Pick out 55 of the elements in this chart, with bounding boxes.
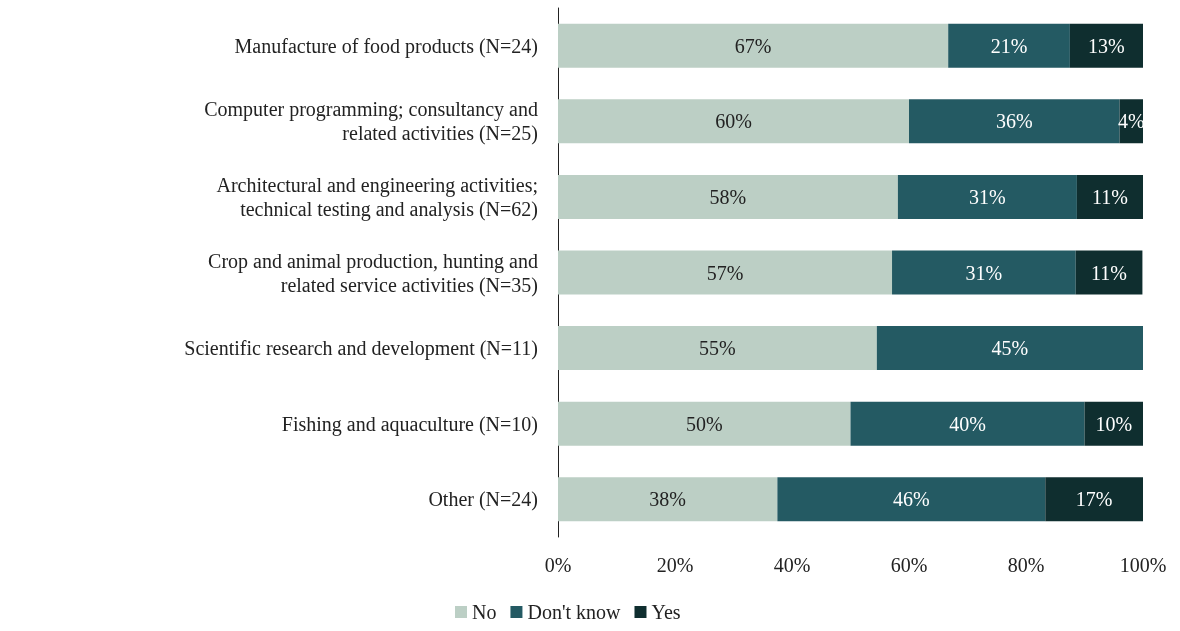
x-tick-label: 80%: [1007, 554, 1045, 576]
bar: [1045, 477, 1143, 522]
legend-label: Don't know: [527, 601, 622, 623]
bar: [909, 99, 1120, 144]
bar: [558, 401, 851, 446]
x-tick-label: 0%: [544, 554, 572, 576]
x-tick-label: 100%: [1119, 554, 1167, 576]
data-label: 45%: [991, 337, 1029, 360]
data-label: 46%: [893, 488, 930, 511]
data-label: 58%: [709, 185, 747, 208]
y-tick-label: Scientific research and development (N=11): [184, 337, 538, 361]
data-label: 10%: [1095, 412, 1133, 435]
bar: [558, 326, 877, 371]
bar: [948, 23, 1070, 68]
data-label: 57%: [706, 261, 744, 284]
data-label: 21%: [990, 34, 1028, 57]
bar: [1076, 174, 1143, 219]
bar: [558, 250, 893, 295]
data-label: 38%: [649, 488, 687, 511]
legend-label: Yes: [651, 601, 681, 623]
bar: [1069, 23, 1143, 68]
y-tick-label: Architectural and engineering activities; technical testing and analysis (N=62): [216, 173, 538, 221]
data-label: 67%: [734, 34, 772, 57]
data-label: 11%: [1091, 261, 1128, 284]
data-label: 36%: [995, 110, 1033, 133]
y-tick-label: Crop and animal production, hunting and related service activities (N=35): [208, 249, 538, 297]
bar: [897, 174, 1077, 219]
data-label: 50%: [685, 412, 723, 435]
bar: [1084, 401, 1143, 446]
y-tick-label: Manufacture of food products (N=24): [234, 34, 538, 58]
bar: [558, 99, 909, 144]
data-label: 60%: [715, 110, 752, 133]
data-label: 31%: [969, 185, 1006, 208]
legend-label: No: [472, 601, 497, 623]
bar: [558, 23, 949, 68]
bar: [876, 326, 1143, 371]
bar: [850, 401, 1085, 446]
data-label: 40%: [949, 412, 986, 435]
x-tick-label: 40%: [773, 554, 811, 576]
y-tick-label: Computer programming; consultancy and related activities (N=25): [204, 98, 538, 146]
y-tick-label: Fishing and aquaculture (N=10): [281, 412, 538, 436]
x-tick-label: 60%: [890, 554, 928, 576]
bar: [558, 477, 778, 522]
data-label: 4%: [1117, 110, 1145, 133]
x-tick-label: 20%: [656, 554, 694, 576]
y-tick-label: Other (N=24): [428, 488, 538, 512]
data-label: 55%: [699, 337, 736, 360]
bar: [1075, 250, 1143, 295]
data-label: 17%: [1075, 488, 1113, 511]
bar: [777, 477, 1046, 522]
data-label: 11%: [1091, 185, 1128, 208]
data-label: 13%: [1088, 34, 1125, 57]
bar: [892, 250, 1076, 295]
data-label: 31%: [965, 261, 1003, 284]
bar: [558, 174, 898, 219]
